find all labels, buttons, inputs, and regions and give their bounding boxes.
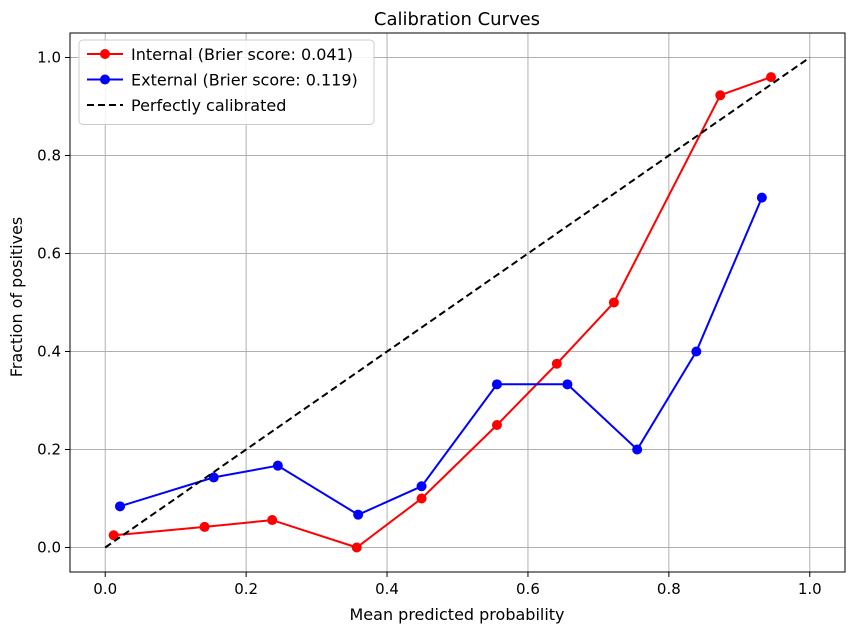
series-point-0 bbox=[608, 297, 619, 308]
series-point-1 bbox=[208, 472, 219, 483]
y-tick-label: 0.0 bbox=[37, 539, 61, 557]
x-axis-title: Mean predicted probability bbox=[349, 605, 564, 624]
series-point-0 bbox=[108, 530, 119, 541]
x-tick-label: 0.6 bbox=[516, 580, 540, 598]
series-point-1 bbox=[632, 444, 643, 455]
series-layer bbox=[104, 56, 811, 553]
legend-label: Internal (Brier score: 0.041) bbox=[131, 45, 353, 64]
series-point-0 bbox=[551, 358, 562, 369]
y-tick-label: 1.0 bbox=[37, 49, 61, 67]
y-tick-label: 0.2 bbox=[37, 441, 61, 459]
chart-title: Calibration Curves bbox=[374, 9, 540, 30]
series-point-1 bbox=[562, 379, 573, 390]
series-point-1 bbox=[756, 192, 767, 203]
legend: Internal (Brier score: 0.041) External (B… bbox=[78, 39, 375, 125]
series-point-1 bbox=[272, 460, 283, 471]
plot-frame bbox=[69, 32, 846, 573]
y-tick-label: 0.8 bbox=[37, 147, 61, 165]
y-axis-title: Fraction of positives bbox=[7, 217, 26, 378]
series-point-0 bbox=[416, 493, 427, 504]
y-tick-label: 0.6 bbox=[37, 245, 61, 263]
x-tick-label: 0.8 bbox=[657, 580, 681, 598]
legend-swatch-marker bbox=[100, 49, 110, 59]
series-point-1 bbox=[691, 346, 702, 357]
series-point-1 bbox=[491, 379, 502, 390]
legend-label: External (Brier score: 0.119) bbox=[131, 71, 358, 90]
series-point-0 bbox=[491, 420, 502, 430]
x-tick-label: 0.0 bbox=[93, 580, 117, 598]
x-tick-label: 0.4 bbox=[375, 580, 399, 598]
grid bbox=[70, 33, 845, 572]
axis-ticks: 0.0 0.2 0.4 0.6 0.8 1.0 0.0 0.2 0.4 0.6 0.8 1.0 bbox=[37, 49, 822, 599]
series-point-1 bbox=[416, 481, 427, 492]
series-line-1 bbox=[119, 197, 763, 516]
legend-swatch-marker bbox=[100, 74, 110, 85]
series-point-0 bbox=[267, 515, 278, 526]
series-point-0 bbox=[715, 90, 726, 101]
series-line-0 bbox=[113, 76, 772, 549]
x-tick-label: 0.2 bbox=[234, 580, 258, 598]
legend-label: Perfectly calibrated bbox=[131, 96, 286, 115]
series-line-2 bbox=[104, 56, 811, 549]
y-tick-label: 0.4 bbox=[37, 343, 61, 361]
legend-box bbox=[78, 39, 375, 125]
series-point-1 bbox=[353, 509, 364, 520]
x-tick-label: 1.0 bbox=[798, 580, 822, 598]
series-point-0 bbox=[351, 542, 362, 553]
series-point-0 bbox=[199, 521, 210, 532]
series-point-0 bbox=[766, 72, 777, 83]
series-point-1 bbox=[115, 501, 126, 512]
